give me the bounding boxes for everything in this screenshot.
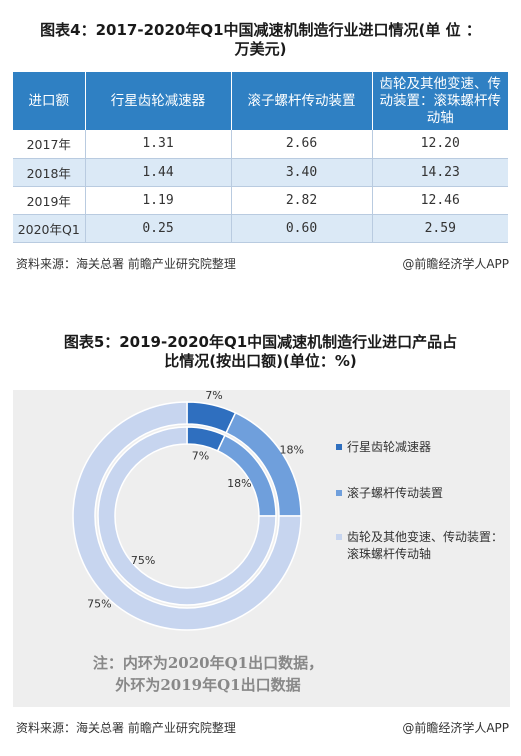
legend-label: 齿轮及其他变速、传动装置：滚珠螺杆传动轴 — [347, 530, 504, 561]
table-cell: 1.44 — [84, 158, 231, 187]
legend-label: 行星齿轮减速器 — [347, 440, 432, 454]
table-cell: 1.19 — [84, 186, 231, 215]
inner-ring-data-label: 18% — [227, 477, 251, 490]
table-cell: 14.23 — [371, 158, 508, 187]
table-cell: 3.40 — [230, 158, 372, 187]
figure4-title-line2: 万美元) — [234, 40, 287, 58]
table-cell: 2.82 — [230, 186, 372, 215]
table-cell: 0.60 — [230, 214, 372, 243]
table-cell: 2017年 — [13, 130, 85, 159]
table-cell: 12.46 — [371, 186, 508, 215]
table-header-cell: 行星齿轮减速器 — [84, 72, 231, 130]
table-cell: 2.59 — [371, 214, 508, 243]
table-cell: 0.25 — [84, 214, 231, 243]
table-header-cell: 滚子螺杆传动装置 — [230, 72, 372, 130]
table-cell: 2018年 — [13, 158, 85, 187]
outer-ring-data-label: 18% — [279, 444, 303, 457]
figure4-source: 资料来源：海关总署 前瞻产业研究院整理 — [16, 257, 236, 271]
outer-ring-slice — [72, 401, 302, 631]
outer-ring-data-label: 7% — [205, 390, 222, 402]
legend-label: 滚子螺杆传动装置 — [347, 486, 444, 500]
table-header-row: 进口额 行星齿轮减速器 滚子螺杆传动装置 齿轮及其他变速、传动装置：滚珠螺杆传动… — [13, 72, 508, 130]
figure4-title-line1: 图表4：2017-2020年Q1中国减速机制造行业进口情况(单 位 ： — [40, 21, 481, 39]
table-row: 2020年Q1 0.25 0.60 2.59 — [13, 214, 508, 243]
chart-note-line2: 外环为2019年Q1出口数据 — [115, 676, 301, 694]
figure5-title-line2: 比情况(按出口额)(单位：%) — [164, 352, 357, 370]
import-table: 进口额 行星齿轮减速器 滚子螺杆传动装置 齿轮及其他变速、传动装置：滚珠螺杆传动… — [13, 72, 508, 243]
figure4-title: 图表4：2017-2020年Q1中国减速机制造行业进口情况(单 位 ： 万美元) — [0, 21, 521, 59]
table-header-cell: 齿轮及其他变速、传动装置：滚珠螺杆传动轴 — [371, 72, 508, 130]
figure5-source: 资料来源：海关总署 前瞻产业研究院整理 — [16, 721, 236, 735]
inner-ring-slice — [97, 426, 277, 606]
figure4-credit: @前瞻经济学人APP — [402, 257, 509, 271]
legend-swatch — [336, 534, 342, 540]
donut-chart-panel: 7% 18% 75% 7% 18% 75% 行星齿轮减速器 滚子螺杆传动装置 齿轮及其他变… — [13, 390, 510, 707]
table-row: 2018年 1.44 3.40 14.23 — [13, 158, 508, 187]
table-header-cell: 进口额 — [13, 72, 85, 130]
legend-swatch — [336, 444, 342, 450]
table-cell: 2.66 — [230, 130, 372, 159]
chart-note: 注：内环为2020年Q1出口数据， 外环为2019年Q1出口数据 — [58, 652, 358, 696]
table-row: 2019年 1.19 2.82 12.46 — [13, 186, 508, 215]
outer-ring-data-label: 75% — [87, 598, 111, 611]
table-cell: 2019年 — [13, 186, 85, 215]
table-cell: 12.20 — [371, 130, 508, 159]
table-cell: 2020年Q1 — [13, 214, 85, 243]
inner-ring-data-label: 75% — [131, 554, 155, 567]
figure5-title-line1: 图表5：2019-2020年Q1中国减速机制造行业进口产品占 — [63, 333, 458, 351]
table-cell: 1.31 — [84, 130, 231, 159]
figure5-credit: @前瞻经济学人APP — [402, 721, 509, 735]
figure5-title: 图表5：2019-2020年Q1中国减速机制造行业进口产品占 比情况(按出口额)… — [0, 333, 521, 371]
table-row: 2017年 1.31 2.66 12.20 — [13, 130, 508, 159]
inner-ring-data-label: 7% — [192, 449, 209, 462]
chart-note-line1: 注：内环为2020年Q1出口数据， — [92, 654, 324, 672]
legend-swatch — [336, 490, 342, 496]
donut-chart: 7% 18% 75% 7% 18% 75% — [72, 390, 304, 631]
